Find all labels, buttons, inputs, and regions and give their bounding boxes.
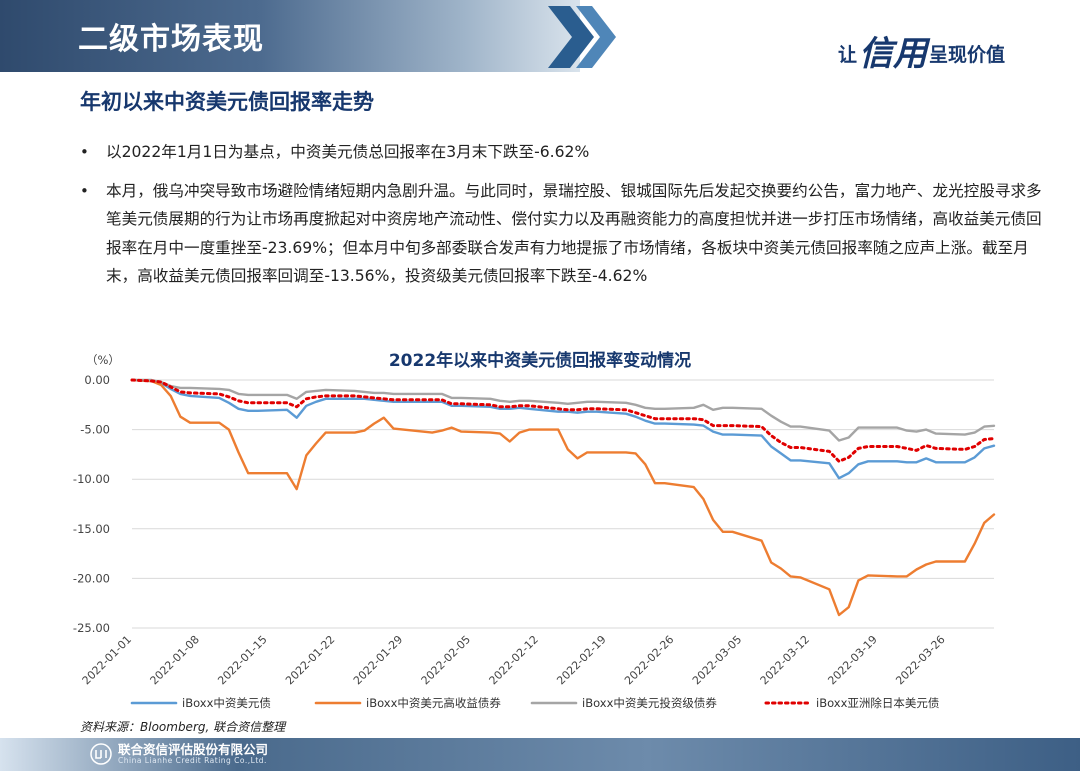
- y-tick-label: -25.00: [73, 621, 110, 635]
- company-logo-icon: [90, 743, 112, 765]
- footer-company-name: 联合资信评估股份有限公司: [118, 742, 269, 757]
- series-line: [130, 378, 996, 442]
- bullet-item: • 以2022年1月1日为基点，中资美元债总回报率在3月末下跌至-6.62%: [80, 138, 1046, 167]
- line-chart: 0.00-5.00-10.00-15.00-20.00-25.002022-01…: [73, 373, 996, 710]
- legend-label: iBoxx中资美元高收益债券: [366, 696, 501, 710]
- y-tick-label: -15.00: [73, 522, 110, 536]
- bullet-dot-icon: •: [80, 143, 89, 161]
- slogan-emphasis: 信用: [859, 34, 928, 74]
- chart-title: 2022年以来中资美元债回报率变动情况: [388, 351, 692, 371]
- y-tick-label: -5.00: [80, 423, 110, 437]
- chevron-decoration-icon: [548, 6, 616, 68]
- bullet-text: 本月，俄乌冲突导致市场避险情绪短期内急剧升温。与此同时，景瑞控股、银城国际先后发…: [106, 181, 1042, 286]
- x-tick-label: 2022-01-01: [80, 633, 134, 687]
- series-line: [130, 378, 996, 617]
- x-tick-label: 2022-01-22: [283, 633, 337, 687]
- series-line: [130, 378, 996, 480]
- x-tick-label: 2022-02-26: [622, 633, 676, 687]
- footer-banner: [0, 738, 1080, 771]
- slogan-suffix: 呈现价值: [929, 44, 1006, 66]
- x-tick-label: 2022-01-15: [215, 633, 269, 687]
- bullet-dot-icon: •: [80, 181, 89, 200]
- x-tick-label: 2022-03-05: [690, 633, 744, 687]
- section-title: 年初以来中资美元债回报率走势: [80, 90, 374, 114]
- x-tick-label: 2022-02-12: [487, 633, 541, 687]
- slogan-prefix: 让: [838, 44, 858, 66]
- series-line: [130, 378, 996, 463]
- x-tick-label: 2022-02-05: [419, 633, 473, 687]
- legend-label: iBoxx亚洲除日本美元债: [816, 696, 939, 710]
- legend-label: iBoxx中资美元债: [182, 696, 271, 710]
- source-note: 资料来源：Bloomberg, 联合资信整理: [80, 720, 286, 734]
- x-tick-label: 2022-01-08: [148, 633, 202, 687]
- footer-company-name-en: China Lianhe Credit Rating Co.,Ltd.: [118, 756, 267, 765]
- legend-label: iBoxx中资美元投资级债券: [582, 696, 717, 710]
- x-tick-label: 2022-02-19: [554, 633, 608, 687]
- y-tick-label: -10.00: [73, 472, 110, 486]
- slogan: 让信用 呈现价值: [838, 22, 1006, 74]
- page-title: 二级市场表现: [78, 22, 264, 57]
- y-tick-label: -20.00: [73, 571, 110, 585]
- bullet-list: • 以2022年1月1日为基点，中资美元债总回报率在3月末下跌至-6.62% •…: [80, 138, 1046, 301]
- footer-logo: 联合资信评估股份有限公司 China Lianhe Credit Rating …: [90, 743, 268, 765]
- y-tick-label: 0.00: [84, 373, 110, 387]
- x-tick-label: 2022-03-12: [758, 633, 812, 687]
- header-banner: [0, 0, 580, 72]
- x-tick-label: 2022-03-26: [893, 633, 947, 687]
- bullet-text: 以2022年1月1日为基点，中资美元债总回报率在3月末下跌至-6.62%: [106, 143, 590, 161]
- bullet-item: • 本月，俄乌冲突导致市场避险情绪短期内急剧升温。与此同时，景瑞控股、银城国际先…: [80, 177, 1046, 291]
- y-axis-unit-label: （%）: [86, 353, 120, 367]
- x-tick-label: 2022-01-29: [351, 633, 405, 687]
- x-tick-label: 2022-03-19: [825, 633, 879, 687]
